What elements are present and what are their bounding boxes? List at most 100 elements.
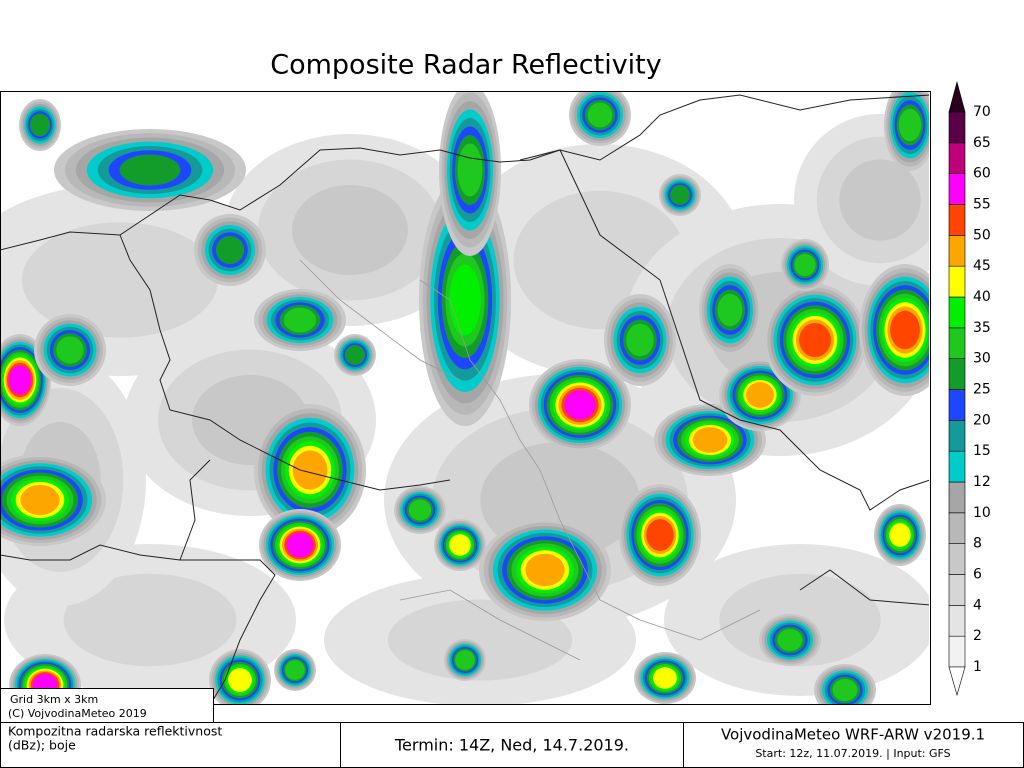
country-border — [519, 149, 929, 511]
reflectivity-area — [20, 484, 60, 516]
region-border — [399, 589, 581, 661]
borders — [1, 94, 929, 704]
colorbar-over — [948, 80, 966, 113]
reflectivity-area — [286, 532, 314, 558]
reflectivity-area — [228, 668, 252, 692]
footer-field: (dBz); boje — [8, 738, 76, 753]
reflectivity-area — [119, 154, 181, 186]
grid-note: Grid 3km x 3km — [10, 693, 98, 706]
region-border — [299, 259, 461, 381]
colorbar-segment — [948, 574, 966, 606]
colorbar-label: 60 — [973, 166, 991, 182]
colorbar-under — [948, 666, 966, 697]
reflectivity-area — [889, 523, 911, 547]
reflectivity-area — [344, 344, 366, 366]
reflectivity-area — [525, 553, 565, 587]
country-border — [119, 234, 301, 471]
reflectivity-area — [898, 108, 922, 142]
valid-time: Termin: 14Z, Ned, 14.7.2019. — [394, 736, 629, 755]
reflectivity-area — [22, 222, 218, 338]
colorbar-label: 35 — [973, 320, 991, 336]
reflectivity-area — [283, 307, 317, 333]
colorbar-segment — [948, 327, 966, 359]
reflectivity-area — [646, 519, 674, 551]
reflectivity-area — [587, 102, 613, 128]
reflectivity-area — [8, 365, 32, 395]
colorbar-label: 10 — [973, 505, 991, 521]
colorbar-label: 8 — [973, 536, 982, 552]
country-border — [179, 459, 276, 704]
colorbar-segment — [948, 635, 966, 668]
colorbar-segment — [948, 389, 966, 421]
country-border — [799, 569, 929, 606]
colorbar-label: 55 — [973, 197, 991, 213]
reflectivity-area — [285, 660, 305, 680]
reflectivity-area — [29, 113, 51, 137]
colorbar-segment — [948, 358, 966, 390]
colorbar-label: 30 — [973, 351, 991, 367]
colorbar-label: 12 — [973, 474, 991, 490]
colorbar-segment — [948, 420, 966, 452]
grid-note: (C) VojvodinaMeteo 2019 — [8, 707, 147, 720]
colorbar-segment — [948, 450, 966, 483]
footer-field: Kompozitna radarska reflektivnost — [8, 724, 222, 739]
colorbar-label: 15 — [973, 443, 991, 459]
title: Composite Radar Reflectivity — [270, 50, 662, 81]
reflectivity-area — [215, 235, 245, 265]
reflectivity-area — [746, 382, 774, 408]
reflectivity-area — [832, 678, 858, 702]
colorbar-label: 65 — [973, 135, 991, 151]
reflectivity-area — [292, 185, 408, 275]
colorbar-segment — [948, 235, 966, 267]
colorbar-segment — [948, 481, 966, 514]
colorbar-segment — [948, 204, 966, 236]
reflectivity-area — [387, 599, 573, 681]
reflectivity-area — [777, 628, 803, 652]
reflectivity-area — [292, 450, 328, 490]
radar-field — [1, 92, 929, 704]
colorbar-segment — [948, 543, 966, 575]
reflectivity-area — [63, 573, 237, 667]
country-border — [1, 94, 929, 251]
colorbar-segment — [948, 296, 966, 329]
country-border — [1, 544, 181, 561]
colorbar-label: 40 — [973, 289, 991, 305]
reflectivity-area — [455, 650, 475, 670]
colorbar-label: 20 — [973, 412, 991, 428]
colorbar-segment — [948, 142, 966, 174]
model-name: VojvodinaMeteo WRF-ARW v2019.1 — [721, 726, 985, 744]
colorbar-label: 1 — [973, 659, 982, 675]
reflectivity-area — [799, 322, 831, 358]
country-border — [299, 469, 451, 491]
run-info: Start: 12z, 11.07.2019. | Input: GFS — [755, 747, 950, 760]
reflectivity-area — [692, 427, 728, 453]
reflectivity-area — [56, 336, 84, 364]
colorbar-label: 45 — [973, 258, 991, 274]
reflectivity-area — [449, 264, 481, 336]
colorbar-label: 50 — [973, 227, 991, 243]
colorbar-label: 70 — [973, 104, 991, 120]
colorbar-segment — [948, 512, 966, 544]
colorbar-segment — [948, 265, 966, 298]
reflectivity-area — [794, 253, 816, 277]
colorbar-segment — [948, 605, 966, 637]
reflectivity-area — [653, 667, 677, 689]
reflectivity-area — [717, 293, 743, 327]
colorbar-segment — [948, 111, 966, 144]
colorbar-segment — [948, 173, 966, 205]
colorbar-label: 4 — [973, 597, 982, 613]
reflectivity-area — [626, 323, 654, 357]
colorbar-label: 6 — [973, 567, 982, 583]
reflectivity-area — [839, 159, 921, 241]
colorbar-label: 2 — [973, 628, 982, 644]
region-border — [419, 279, 761, 641]
grid-note-box — [0, 688, 214, 723]
reflectivity-area — [449, 534, 471, 556]
reflectivity-area — [564, 390, 596, 420]
reflectivity-area — [890, 310, 920, 350]
reflectivity-area — [669, 184, 691, 206]
colorbar-label: 25 — [973, 382, 991, 398]
reflectivity-area — [408, 499, 432, 521]
